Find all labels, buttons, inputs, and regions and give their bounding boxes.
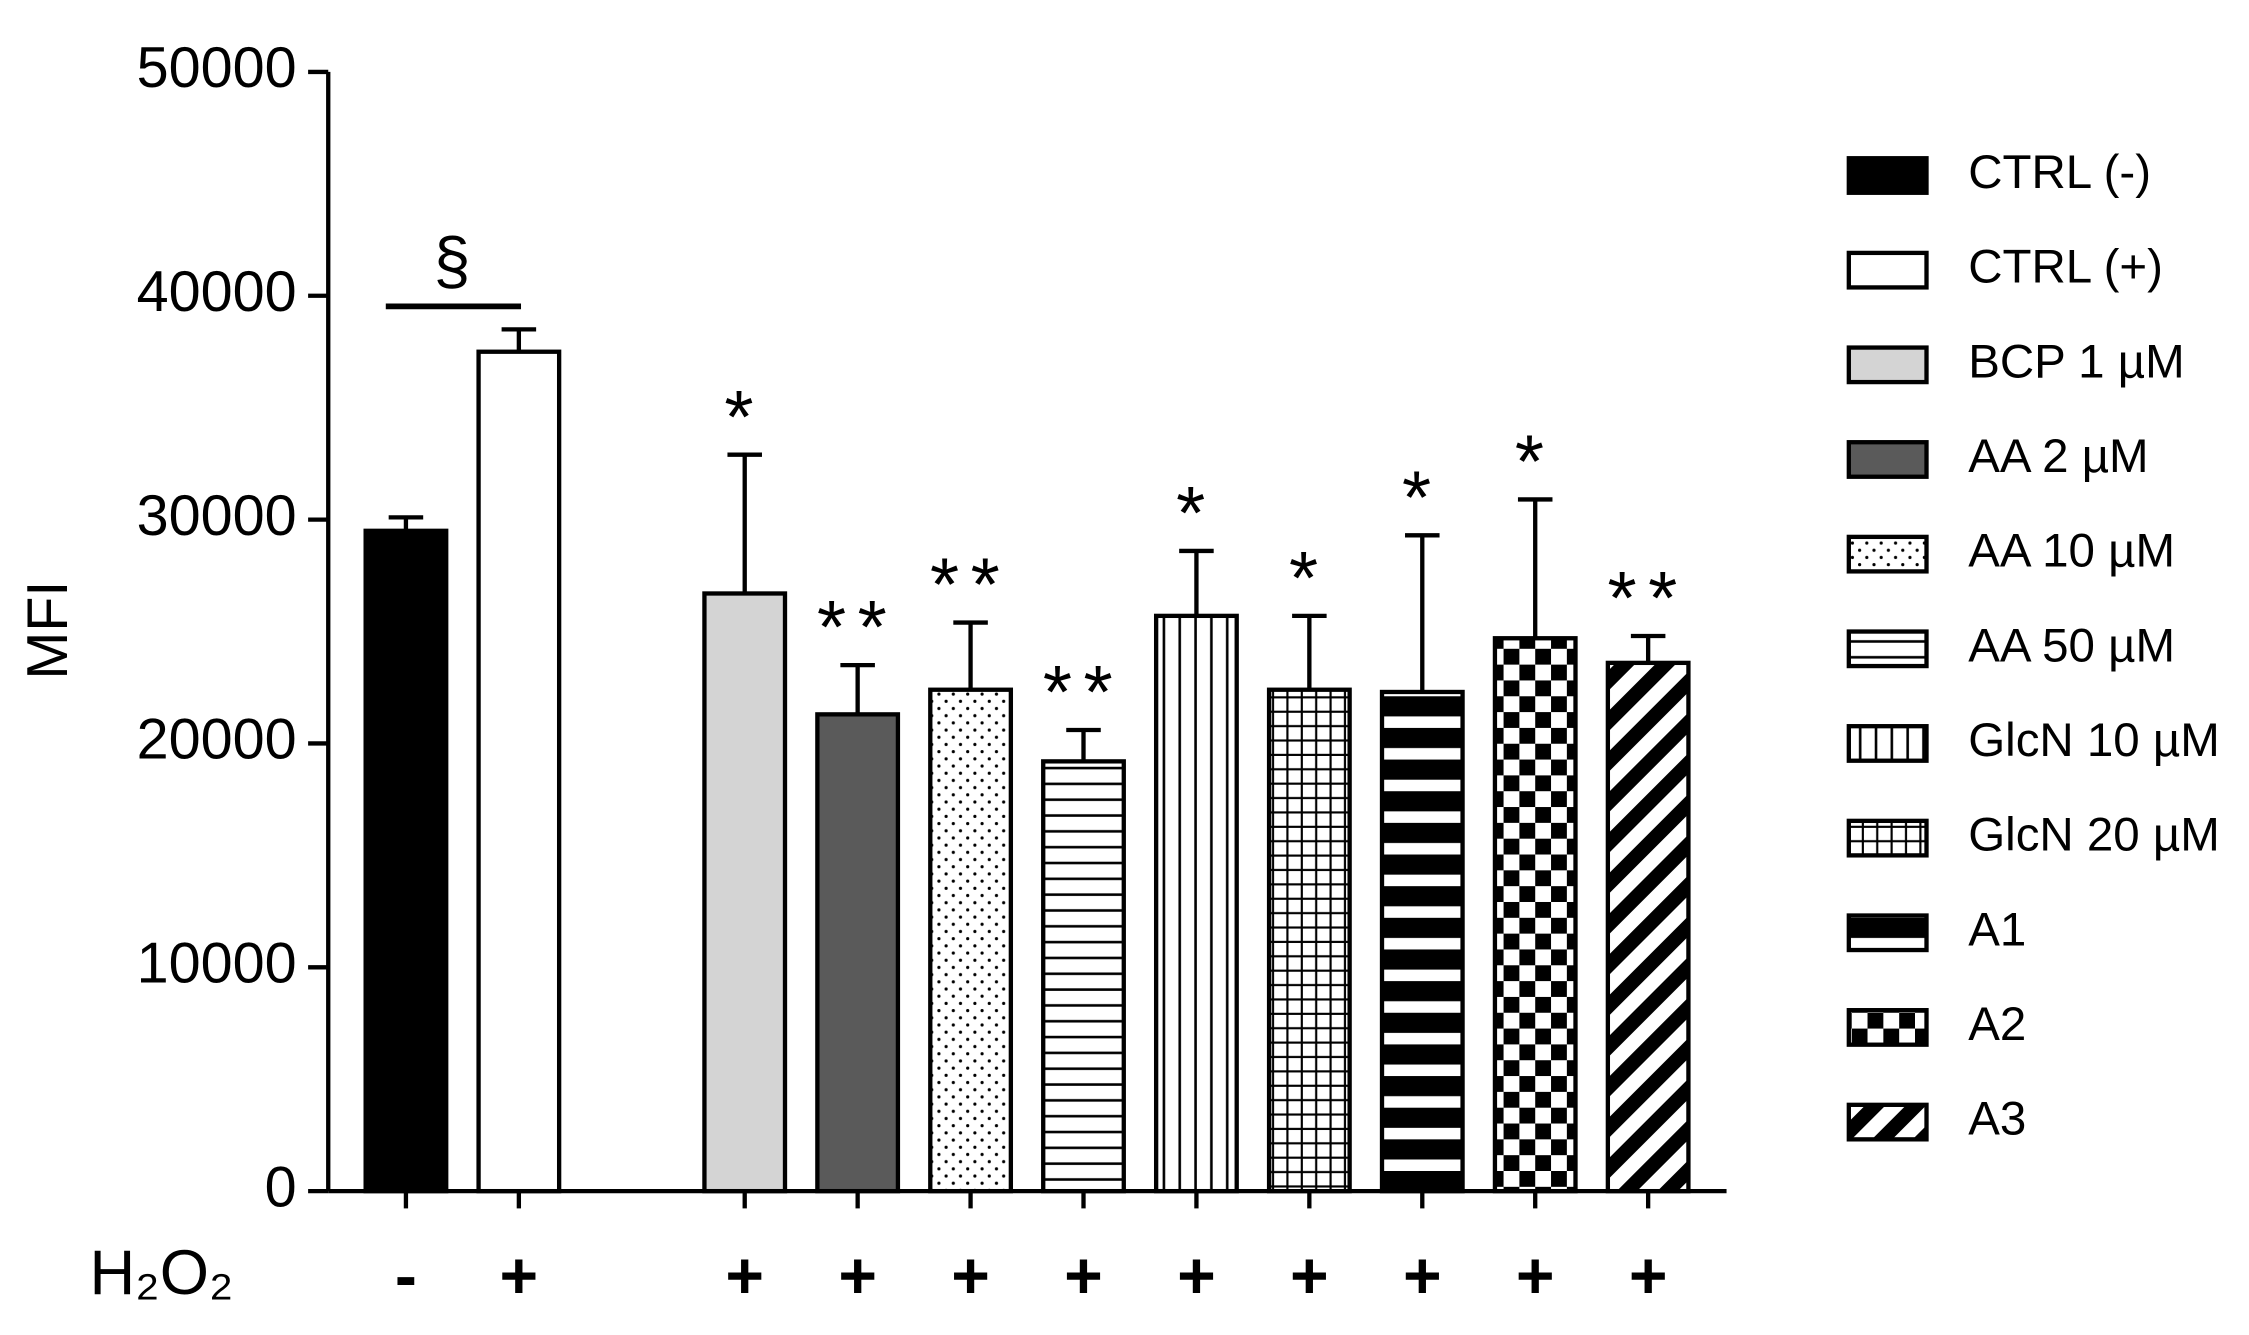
bar — [476, 349, 562, 1194]
treatment-label: + — [725, 1239, 764, 1313]
legend-label: AA 10 µM — [1968, 525, 2175, 578]
bar — [1153, 613, 1239, 1194]
legend-label: CTRL (+) — [1968, 241, 2163, 294]
significance-label: ** — [1043, 650, 1124, 734]
error-bar — [727, 452, 762, 594]
significance-label: ** — [817, 585, 898, 669]
treatment-label: + — [951, 1239, 990, 1313]
bar — [815, 712, 901, 1194]
significance-label: ** — [1608, 556, 1689, 640]
y-tick-label: 50000 — [137, 36, 297, 100]
treatment-label: + — [1064, 1239, 1103, 1313]
legend-swatch — [1846, 1102, 1929, 1142]
legend-swatch — [1846, 818, 1929, 858]
legend-label: AA 2 µM — [1968, 430, 2148, 483]
y-tick-label: 40000 — [137, 260, 297, 324]
significance-label: * — [1515, 420, 1556, 504]
legend-label: A1 — [1968, 903, 2026, 956]
treatment-label: - — [395, 1239, 417, 1313]
significance-label: * — [1289, 536, 1330, 620]
legend-swatch — [1846, 345, 1929, 385]
bar — [1266, 687, 1352, 1194]
legend-swatch — [1846, 250, 1929, 290]
error-bar — [1292, 613, 1327, 690]
treatment-label: + — [500, 1239, 539, 1313]
legend-swatch — [1846, 913, 1929, 953]
legend-swatch — [1846, 440, 1929, 479]
treatment-label: + — [1516, 1239, 1555, 1313]
y-tick-label: 10000 — [137, 932, 297, 996]
treatment-label: + — [1629, 1239, 1668, 1313]
y-tick-label: 20000 — [137, 708, 297, 772]
legend-label: AA 50 µM — [1968, 619, 2175, 672]
legend-label: BCP 1 µM — [1968, 335, 2184, 388]
error-bar — [1066, 727, 1101, 762]
bar — [363, 528, 449, 1194]
legend-swatch — [1846, 534, 1929, 574]
bar — [1492, 636, 1578, 1194]
significance-label: * — [724, 375, 765, 459]
error-bar — [1630, 633, 1666, 663]
legend-label: A2 — [1968, 998, 2026, 1051]
y-tick-label: 30000 — [137, 484, 297, 548]
legend-swatch — [1846, 1008, 1929, 1047]
treatment-label: + — [838, 1239, 877, 1313]
bar — [1605, 660, 1691, 1194]
comparison-label: § — [434, 225, 471, 299]
treatment-label: + — [1403, 1239, 1442, 1313]
legend-swatch — [1846, 629, 1929, 669]
y-axis-label: MFI — [16, 581, 80, 680]
bar — [928, 687, 1014, 1194]
significance-label: ** — [930, 543, 1011, 627]
error-bar — [1405, 533, 1440, 692]
significance-label: * — [1176, 471, 1217, 555]
legend-swatch — [1846, 724, 1929, 763]
error-bar — [1179, 548, 1214, 616]
bar — [702, 591, 788, 1194]
legend-label: GlcN 10 µM — [1968, 714, 2220, 767]
legend-swatch — [1846, 156, 1929, 195]
error-bar — [840, 662, 875, 715]
error-bar — [388, 515, 424, 531]
error-bar — [501, 327, 537, 352]
legend-label: CTRL (-) — [1968, 146, 2151, 199]
treatment-label: + — [1290, 1239, 1329, 1313]
error-bar — [953, 620, 988, 690]
bar — [1041, 759, 1126, 1194]
legend-label: GlcN 20 µM — [1968, 809, 2220, 862]
y-tick-label: 0 — [265, 1155, 297, 1219]
treatment-title: H₂O₂ — [89, 1238, 233, 1308]
significance-label: * — [1402, 455, 1443, 539]
legend-label: A3 — [1968, 1093, 2026, 1146]
bar — [1379, 689, 1465, 1194]
treatment-label: + — [1177, 1239, 1216, 1313]
error-bar — [1517, 497, 1553, 639]
